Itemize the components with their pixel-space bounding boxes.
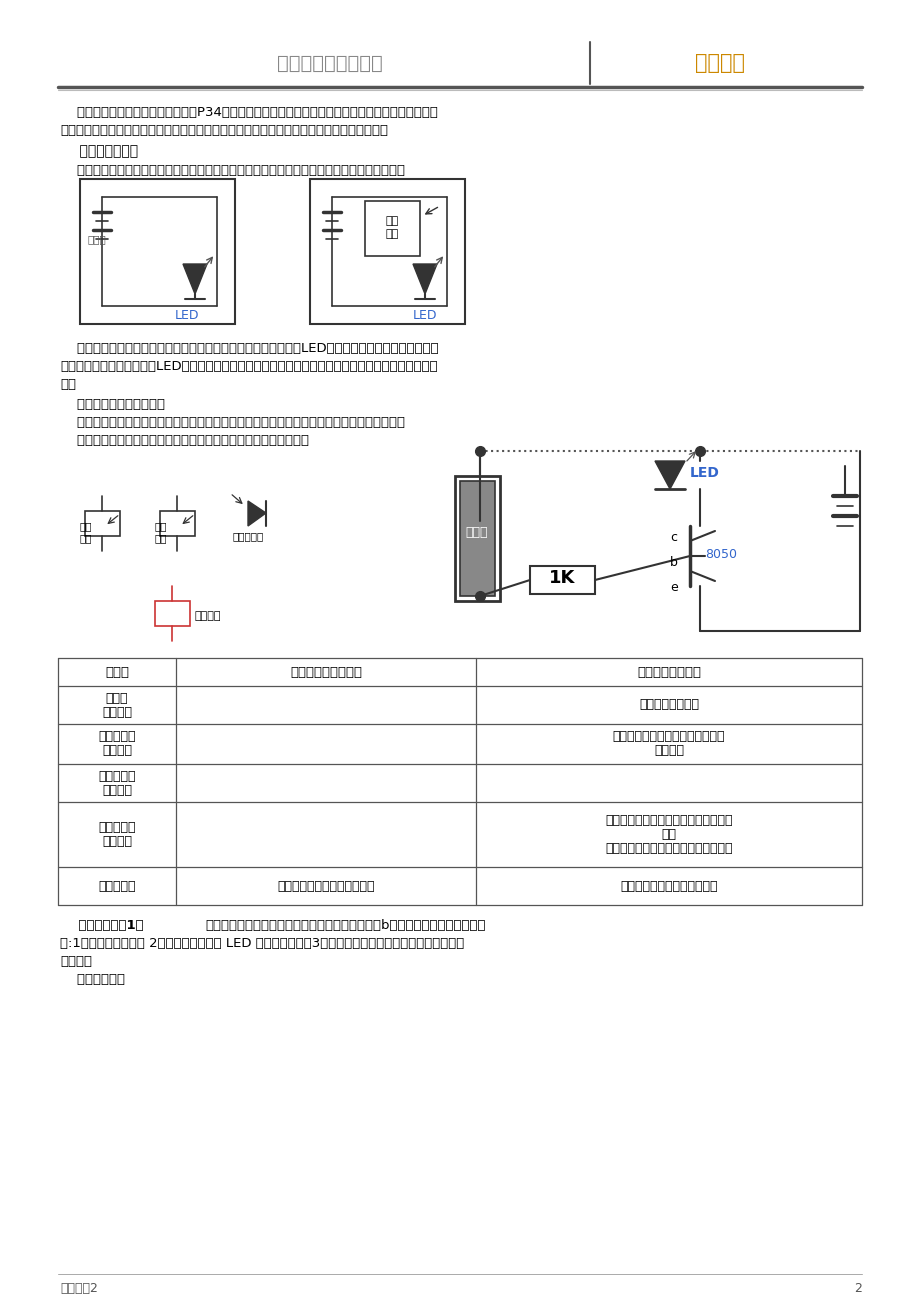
Text: 电路图如下：: 电路图如下： [60,973,125,986]
Text: 型功能。: 型功能。 [60,954,92,967]
Text: 学生简单思考教师解释。: 学生简单思考教师解释。 [60,398,165,411]
Text: 电阻: 电阻 [385,229,398,240]
Bar [455,477,499,602]
Text: 活动三扩一扩1：: 活动三扩一扩1： [60,919,143,932]
Bar [529,566,595,594]
Text: 接下来我们就做一做根据下面的电路实验图操作并完成下面表格：: 接下来我们就做一做根据下面的电路实验图操作并完成下面表格： [60,434,309,447]
Polygon shape [654,461,685,490]
Text: 实验现象及原理探究: 实验现象及原理探究 [289,665,361,678]
Text: 光敏传感器: 光敏传感器 [98,730,136,743]
Text: 同学们能不能根据传感器的电阻变化特点与三极管b极受高低电频特点分析制作: 同学们能不能根据传感器的电阻变化特点与三极管b极受高低电频特点分析制作 [205,919,485,932]
Bar [160,510,195,536]
Text: 传感器: 传感器 [105,665,129,678]
Text: 超市磁力防盗、等: 超市磁力防盗、等 [639,698,698,711]
Text: 光敏二极管: 光敏二极管 [233,531,264,542]
Text: 仅供借鉴: 仅供借鉴 [694,53,744,73]
Text: 湿敏传感器: 湿敏传感器 [98,822,136,835]
Text: 生活生产中的应用: 生活生产中的应用 [636,665,700,678]
Text: 水位检测、雨天关窗、儿童尿湿、土壤: 水位检测、雨天关窗、儿童尿湿、土壤 [605,814,732,827]
Text: （会说你好欢迎光临）等等。同学们是不是也想做一做这电子控制呢，当然我们要一步步来。: （会说你好欢迎光临）等等。同学们是不是也想做一做这电子控制呢，当然我们要一步步来… [60,124,388,137]
Polygon shape [248,501,266,526]
Text: 光敏: 光敏 [154,521,167,531]
Bar [154,602,190,626]
Text: LED: LED [413,309,437,322]
Text: 干簧管: 干簧管 [106,691,128,704]
Text: 出:1、水位检测控制器 2、热敏传感器控制 LED 或（或蜂鸣器）3、利用光敏二极管制作出电影里的演示模: 出:1、水位检测控制器 2、热敏传感器控制 LED 或（或蜂鸣器）3、利用光敏二… [60,937,464,950]
Text: 空气湿度、粮食棉花保存湿度检测等等: 空气湿度、粮食棉花保存湿度检测等等 [605,842,732,855]
Text: 电阻: 电阻 [80,533,93,543]
Text: 光敏二极管: 光敏二极管 [98,769,136,783]
Text: 首先我们就在要认识到：有些同学会把传感器当普通开关一样将之串入电路中就行了？如下图: 首先我们就在要认识到：有些同学会把传感器当普通开关一样将之串入电路中就行了？如下… [60,164,404,177]
Bar [310,178,464,324]
Text: 温敏: 温敏 [80,521,93,531]
Text: 光控灯、自动窗帘等、防盗、工业: 光控灯、自动窗帘等、防盗、工业 [612,730,724,743]
Text: 浇水: 浇水 [661,828,675,841]
Text: c: c [669,531,676,544]
Text: （图一）: （图一） [102,706,131,719]
Text: 这样接入能不能实现其功能？: 这样接入能不能实现其功能？ [277,879,374,892]
Text: LED: LED [689,466,719,480]
Bar [365,201,420,256]
Bar [85,510,119,536]
Text: 热敏传感器: 热敏传感器 [98,879,136,892]
Text: （图二）: （图二） [102,745,131,758]
Text: e: e [669,581,677,594]
Bar [460,480,494,596]
Text: 1K: 1K [549,569,574,587]
Text: 干簧管: 干簧管 [88,234,107,243]
Text: 他们的理由是，当无光照里光敏传感器电阻非常大相当于断路，LED是不会发光，发有光照里光敏传: 他们的理由是，当无光照里光敏传感器电阻非常大相当于断路，LED是不会发光，发有光… [60,342,438,355]
Text: 活动二用一用：: 活动二用一用： [60,145,138,158]
Text: 干簧管: 干簧管 [465,526,488,539]
Text: LED: LED [175,309,199,322]
Text: 学生简单回答，教师小结，如课文P34页工业的的计数、检测空瓶，生活中自动门铃，商店自动门迎: 学生简单回答，教师小结，如课文P34页工业的的计数、检测空瓶，生活中自动门铃，商… [60,105,437,118]
Text: 热敏电阻: 热敏电阻 [195,611,221,621]
Bar [80,178,234,324]
Text: 计数等等: 计数等等 [653,745,683,758]
Text: 呢？: 呢？ [60,378,76,391]
Polygon shape [413,264,437,294]
Text: （图三）: （图三） [102,784,131,797]
Text: （图四）: （图四） [102,835,131,848]
Text: 农业大棚温度控制、孵化器等: 农业大棚温度控制、孵化器等 [619,879,717,892]
Text: 电阻: 电阻 [154,533,167,543]
Text: 页眉页脚可一键删除: 页眉页脚可一键删除 [277,53,382,73]
Text: 教学内容2: 教学内容2 [60,1282,97,1295]
Text: 光敏: 光敏 [385,216,398,227]
Polygon shape [183,264,207,294]
Text: 感器电阻变小电路就导通，LED是就发光。但实际实验时光敏电阻直接接入电路是无法实现的这又是什么: 感器电阻变小电路就导通，LED是就发光。但实际实验时光敏电阻直接接入电路是无法实… [60,359,437,372]
Text: 所以在实际应用时还要配上其它电子原件组成电路才能使用，常见的配合电子原件是三极管。: 所以在实际应用时还要配上其它电子原件组成电路才能使用，常见的配合电子原件是三极管… [60,417,404,428]
Text: b: b [669,556,677,569]
Text: 8050: 8050 [704,548,736,561]
Text: 2: 2 [853,1282,861,1295]
